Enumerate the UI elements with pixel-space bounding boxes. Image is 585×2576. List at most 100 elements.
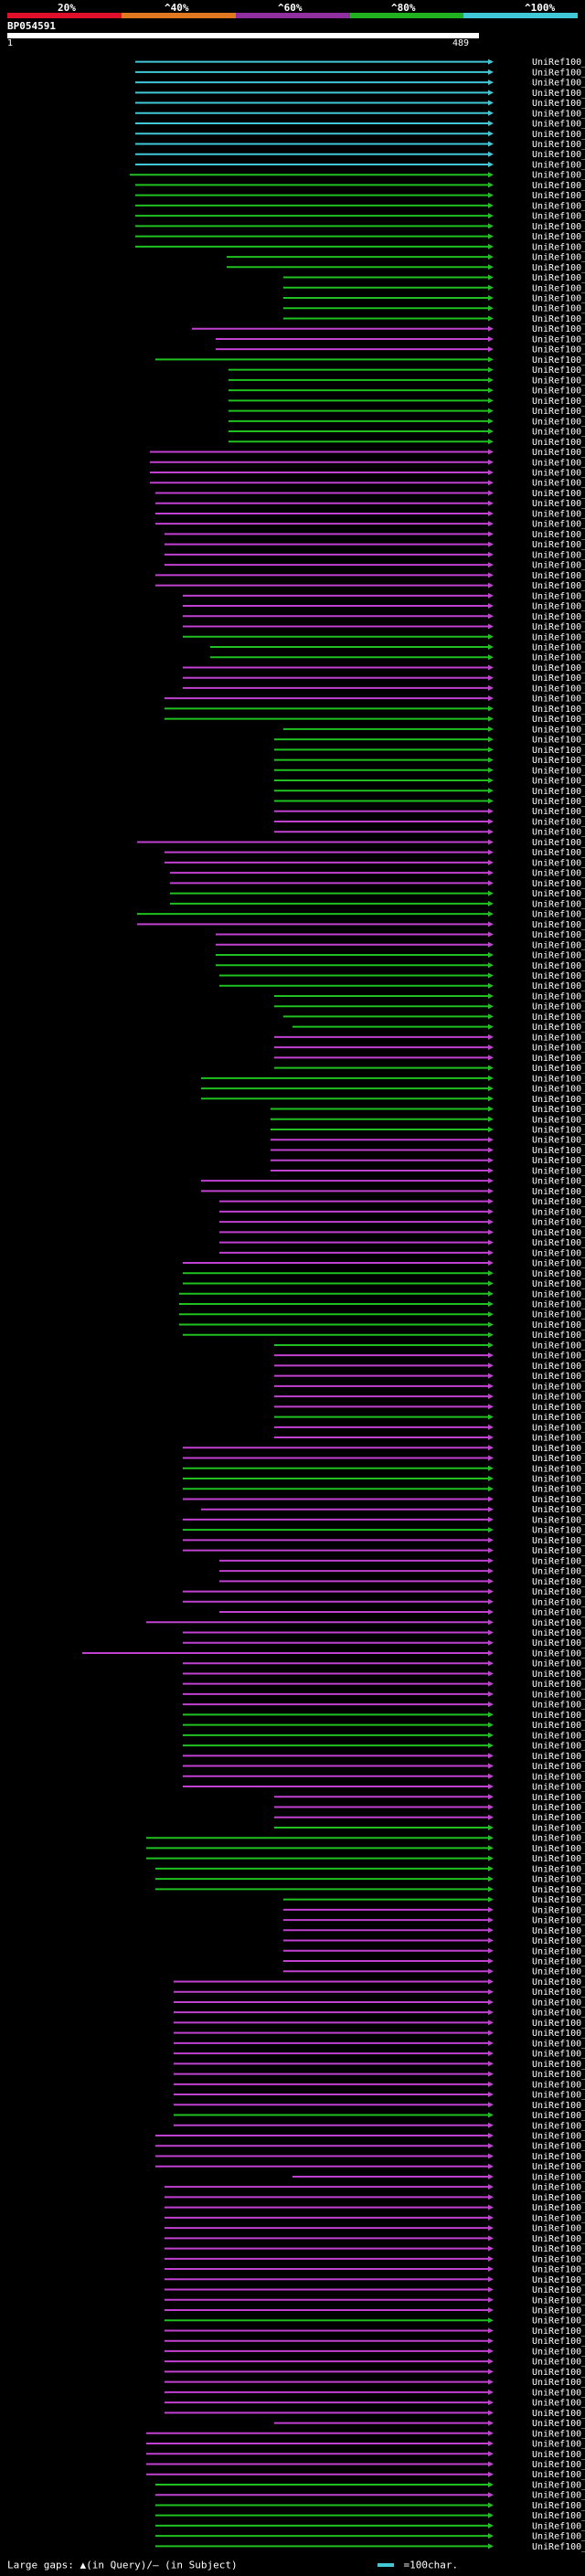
hit-label[interactable]: UniRef100_UP1000... bbox=[532, 1536, 585, 1546]
hit-label[interactable]: UniRef100_B9HTE5 bbox=[532, 571, 585, 581]
hit-label[interactable]: UniRef100_UP1000... bbox=[532, 2275, 585, 2285]
hit-label[interactable]: UniRef100_C5YPX5 bbox=[532, 1279, 585, 1289]
hit-label[interactable]: UniRef100_Q7FL10 bbox=[532, 1238, 585, 1248]
hit-label[interactable]: UniRef100_Q6EQK5 bbox=[532, 2542, 585, 2552]
hit-label[interactable]: UniRef100_A3BXZ7 bbox=[532, 642, 585, 652]
hit-label[interactable]: UniRef100_Q7XAR5 bbox=[532, 1608, 585, 1618]
hit-label[interactable]: UniRef100_B9HLB9 bbox=[532, 581, 585, 591]
hit-label[interactable]: UniRef100_B9NEQ9 bbox=[532, 1105, 585, 1115]
hit-label[interactable]: UniRef100_Q8LKJ0 bbox=[532, 387, 585, 397]
hit-label[interactable]: UniRef100_B9RQ85 bbox=[532, 2121, 585, 2131]
hit-label[interactable]: UniRef100_A7P4G6 bbox=[532, 725, 585, 735]
hit-label[interactable]: UniRef100_UP1000... bbox=[532, 1156, 585, 1166]
hit-label[interactable]: UniRef100_Q9FZB2 bbox=[532, 376, 585, 386]
hit-label[interactable]: UniRef100_A7QBV3 bbox=[532, 263, 585, 273]
hit-label[interactable]: UniRef100_B9I1Z6 bbox=[532, 858, 585, 868]
hit-label[interactable]: UniRef100_A5C5T2 bbox=[532, 232, 585, 242]
hit-label[interactable]: UniRef100_A7P7U2 bbox=[532, 1905, 585, 1915]
hit-label[interactable]: UniRef100_B8B0B8 bbox=[532, 1289, 585, 1299]
hit-label[interactable]: UniRef100_Q9LJS2 bbox=[532, 715, 585, 725]
hit-label[interactable]: UniRef100_UP1000... bbox=[532, 489, 585, 499]
hit-label[interactable]: UniRef100_A7XZW1 bbox=[532, 1495, 585, 1505]
hit-label[interactable]: UniRef100_Q9FN05 bbox=[532, 2295, 585, 2306]
hit-label[interactable]: UniRef100_Q69SZ4 bbox=[532, 1864, 585, 1874]
hit-label[interactable]: UniRef100_B9G354 bbox=[532, 591, 585, 601]
hit-label[interactable]: UniRef100_Q9SIZ5 bbox=[532, 766, 585, 776]
hit-label[interactable]: UniRef100_A7Q6N6 bbox=[532, 2521, 585, 2531]
hit-label[interactable]: UniRef100_Q8L6L0 bbox=[532, 920, 585, 930]
hit-label[interactable]: UniRef100_Q7XAQ8 bbox=[532, 1670, 585, 1680]
hit-label[interactable]: UniRef100_A7R433 bbox=[532, 736, 585, 746]
hit-label[interactable]: UniRef100_A5AJR7 bbox=[532, 2368, 585, 2378]
hit-label[interactable]: UniRef100_Q2QYY2 bbox=[532, 181, 585, 191]
hit-label[interactable]: UniRef100_Q2TE70 bbox=[532, 2254, 585, 2264]
hit-label[interactable]: UniRef100_UP1000... bbox=[532, 2285, 585, 2295]
hit-label[interactable]: UniRef100_Q0J0I7 bbox=[532, 1187, 585, 1197]
hit-label[interactable]: UniRef100_C0LGG7 bbox=[532, 509, 585, 519]
hit-label[interactable]: UniRef100_C5YPQ3 bbox=[532, 160, 585, 170]
hit-label[interactable]: UniRef100_UP1000... bbox=[532, 612, 585, 622]
hit-label[interactable]: UniRef100_Q6S534 bbox=[532, 1998, 585, 2008]
hit-label[interactable]: UniRef100_Q2QWU4 bbox=[532, 1444, 585, 1454]
hit-label[interactable]: UniRef100_Q9FUV9 bbox=[532, 2460, 585, 2470]
hit-label[interactable]: UniRef100_Q2RBQ5 bbox=[532, 212, 585, 222]
hit-label[interactable]: UniRef100_A7R9T6 bbox=[532, 2152, 585, 2162]
hit-label[interactable]: UniRef100_B6C0J5 bbox=[532, 2419, 585, 2429]
hit-label[interactable]: UniRef100_UP1000... bbox=[532, 663, 585, 673]
hit-label[interactable]: UniRef100_Q9FZB0-2 bbox=[532, 1916, 585, 1926]
hit-label[interactable]: UniRef100_A7VM37 bbox=[532, 1485, 585, 1495]
hit-label[interactable]: UniRef100_Q9SSE2 bbox=[532, 130, 585, 140]
hit-label[interactable]: UniRef100_C7J258 bbox=[532, 2265, 585, 2275]
hit-label[interactable]: UniRef100_B8B091 bbox=[532, 1813, 585, 1823]
hit-label[interactable]: UniRef100_Q7XAR7 bbox=[532, 1587, 585, 1597]
hit-label[interactable]: UniRef100_A7P623 bbox=[532, 2142, 585, 2152]
hit-label[interactable]: UniRef100_Q2QXE0 bbox=[532, 1393, 585, 1403]
hit-label[interactable]: UniRef100_Q7XAR0 bbox=[532, 1382, 585, 1392]
hit-label[interactable]: UniRef100_B2FDL8 bbox=[532, 1567, 585, 1577]
hit-label[interactable]: UniRef100_C5YZT3 bbox=[532, 787, 585, 797]
hit-label[interactable]: UniRef100_Q0J2C8 bbox=[532, 1742, 585, 1752]
hit-label[interactable]: UniRef100_A9RJ10 bbox=[532, 397, 585, 407]
hit-label[interactable]: UniRef100_Q2TE69 bbox=[532, 930, 585, 940]
hit-label[interactable]: UniRef100_B9NEI2 bbox=[532, 632, 585, 642]
hit-label[interactable]: UniRef100_B9SGR8 bbox=[532, 68, 585, 78]
hit-label[interactable]: UniRef100_UP1000... bbox=[532, 756, 585, 766]
hit-label[interactable]: UniRef100_C0LGL4 bbox=[532, 550, 585, 560]
hit-label[interactable]: UniRef100_Q9FZ46 bbox=[532, 1772, 585, 1782]
hit-label[interactable]: UniRef100_C0LGI2 bbox=[532, 273, 585, 283]
hit-label[interactable]: UniRef100_C6ZRP7 bbox=[532, 684, 585, 694]
hit-label[interactable]: UniRef100_B9FL86 bbox=[532, 2019, 585, 2029]
hit-label[interactable]: UniRef100_A7P6X9 bbox=[532, 2183, 585, 2193]
hit-label[interactable]: UniRef100_A5BDX1 bbox=[532, 1126, 585, 1136]
hit-label[interactable]: UniRef100_C0LGM1 bbox=[532, 150, 585, 160]
hit-label[interactable]: UniRef100_Q8L6K7 bbox=[532, 1002, 585, 1012]
hit-label[interactable]: UniRef100_C5YRT4 bbox=[532, 2501, 585, 2511]
hit-label[interactable]: UniRef100_A2X6N7 bbox=[532, 2213, 585, 2223]
hit-label[interactable]: UniRef100_Q4U5D3 bbox=[532, 1259, 585, 1269]
hit-label[interactable]: UniRef100_Q9M9B0 bbox=[532, 828, 585, 838]
hit-label[interactable]: UniRef100_Q9SNK3 bbox=[532, 991, 585, 1002]
hit-label[interactable]: UniRef100_B8ABA1 bbox=[532, 304, 585, 314]
hit-label[interactable]: UniRef100_B9G350 bbox=[532, 1731, 585, 1741]
hit-label[interactable]: UniRef100_B9SDI2 bbox=[532, 561, 585, 571]
hit-label[interactable]: UniRef100_B9RMQ1 bbox=[532, 345, 585, 355]
hit-label[interactable]: UniRef100_A9RJX4 bbox=[532, 355, 585, 366]
hit-label[interactable]: UniRef100_B9G355 bbox=[532, 428, 585, 438]
hit-label[interactable]: UniRef100_UP1000... bbox=[532, 1977, 585, 1988]
hit-label[interactable]: UniRef100_A2XNC2 bbox=[532, 2450, 585, 2460]
hit-label[interactable]: UniRef100_C0LGT1 bbox=[532, 2532, 585, 2542]
hit-label[interactable]: UniRef100_Q5MKX9 bbox=[532, 879, 585, 889]
hit-label[interactable]: UniRef100_Q9FZB3 bbox=[532, 1926, 585, 1936]
hit-label[interactable]: UniRef100_Q9LTQ2 bbox=[532, 1936, 585, 1946]
hit-label[interactable]: UniRef100_Q2TDW0 bbox=[532, 1454, 585, 1464]
hit-label[interactable]: UniRef100_A9S7W7 bbox=[532, 705, 585, 715]
hit-label[interactable]: UniRef100_Q9LFJ3 bbox=[532, 294, 585, 304]
hit-label[interactable]: UniRef100_Q5QL24 bbox=[532, 407, 585, 417]
hit-label[interactable]: UniRef100_Q9FZB1 bbox=[532, 499, 585, 509]
hit-label[interactable]: UniRef100_UP1000... bbox=[532, 171, 585, 181]
hit-label[interactable]: UniRef100_B9FL86 bbox=[532, 2009, 585, 2019]
hit-label[interactable]: UniRef100_C5XWK5 bbox=[532, 1474, 585, 1484]
hit-label[interactable]: UniRef100_Q9FN94 bbox=[532, 1505, 585, 1515]
hit-label[interactable]: UniRef100_A9SA51 bbox=[532, 1823, 585, 1833]
hit-label[interactable]: UniRef100_Q5JNB7 bbox=[532, 283, 585, 293]
